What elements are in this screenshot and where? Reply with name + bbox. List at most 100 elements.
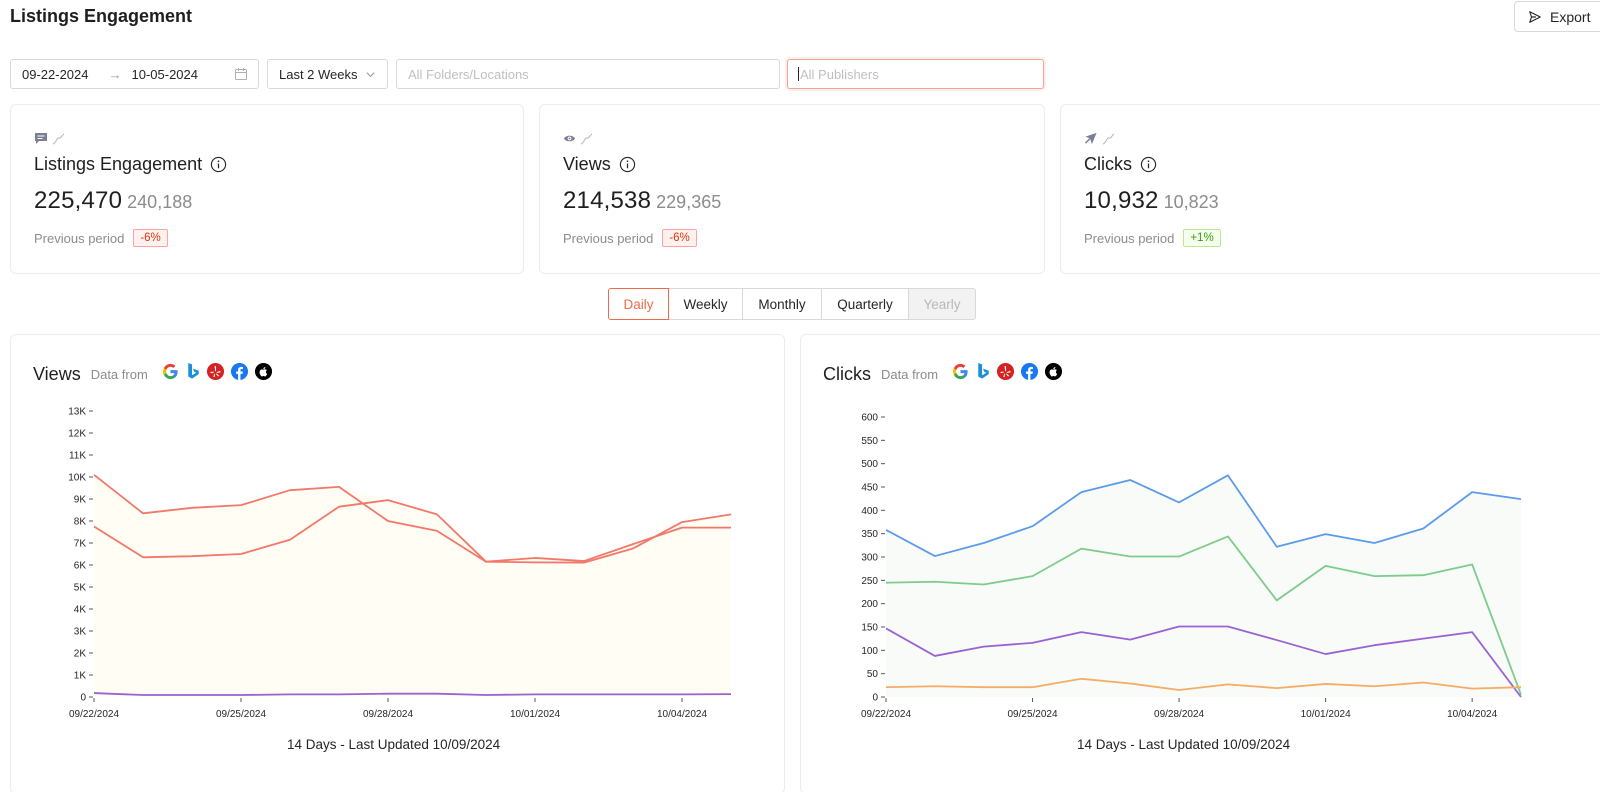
- y-tick-label: 400: [861, 506, 878, 517]
- series-line-0[interactable]: [885, 474, 1522, 557]
- facebook-icon: [1020, 362, 1039, 381]
- y-tick-label: 350: [861, 529, 878, 540]
- x-tick-label: 10/01/2024: [510, 709, 560, 720]
- y-tick-label: 1K: [74, 671, 87, 682]
- chart-footer: 14 Days - Last Updated 10/09/2024: [1077, 737, 1291, 752]
- kpi-card-views: Views 214,538 229,365 Previous period -6%: [539, 104, 1045, 274]
- page-title: Listings Engagement: [10, 6, 193, 26]
- eye-icon: [563, 135, 576, 142]
- y-tick-label: 200: [861, 599, 878, 610]
- clicks-line-chart: 0 50 100 150 200 250 300 350 400 450 500 550 600 09/2…: [861, 413, 1522, 720]
- kpi-previous-label: Previous period: [1084, 230, 1175, 246]
- x-tick-label: 09/28/2024: [1154, 709, 1204, 720]
- kpi-change-badge: -6%: [133, 229, 168, 247]
- data-from-label: Data from: [90, 366, 148, 382]
- chart-title: Views: [33, 363, 81, 384]
- kpi-previous-label: Previous period: [34, 230, 125, 246]
- chevron-down-icon: [366, 72, 375, 78]
- bing-icon: [185, 362, 201, 381]
- kpi-card-clicks: Clicks 10,932 10,823 Previous period +1%: [1060, 104, 1600, 274]
- y-tick-label: 8K: [74, 517, 87, 528]
- y-tick-label: 4K: [74, 605, 87, 616]
- yelp-icon: [206, 362, 225, 381]
- export-label: Export: [1550, 8, 1591, 25]
- bing-icon: [975, 362, 991, 381]
- y-tick-label: 550: [861, 436, 878, 447]
- cursor-icon: [1084, 132, 1097, 145]
- kpi-value: 214,538: [563, 187, 652, 214]
- y-tick-label: 100: [861, 646, 878, 657]
- export-button[interactable]: Export: [1514, 1, 1600, 32]
- kpi-previous-value: 240,188: [127, 192, 193, 212]
- apple-icon: [254, 362, 273, 381]
- series-line-1[interactable]: [885, 535, 1522, 695]
- x-tick-label: 09/28/2024: [363, 709, 413, 720]
- date-preset-value: Last 2 Weeks: [279, 66, 358, 82]
- publishers-select[interactable]: [787, 59, 1044, 89]
- y-tick-label: 13K: [68, 407, 86, 418]
- text-caret: [798, 67, 799, 81]
- period-daily[interactable]: Daily: [608, 288, 669, 320]
- y-tick-label: 600: [861, 413, 878, 424]
- apple-icon: [1044, 362, 1063, 381]
- x-tick-label: 10/04/2024: [657, 709, 707, 720]
- period-weekly[interactable]: Weekly: [668, 288, 743, 320]
- y-tick-label: 0: [80, 693, 86, 704]
- arrow-right-icon: →: [108, 66, 122, 82]
- period-toggle: Daily Weekly Monthly Quarterly Yearly: [608, 288, 976, 320]
- publisher-icons: [946, 362, 1063, 386]
- kpi-change-badge: -6%: [662, 229, 697, 247]
- x-tick-label: 09/25/2024: [1008, 709, 1058, 720]
- chart-title: Clicks: [823, 363, 871, 384]
- y-tick-label: 10K: [68, 473, 86, 484]
- kpi-value: 10,932: [1084, 187, 1159, 214]
- y-tick-label: 5K: [74, 583, 87, 594]
- series-line-2[interactable]: [885, 625, 1522, 698]
- send-icon: [1529, 10, 1541, 23]
- kpi-value: 225,470: [34, 187, 123, 214]
- y-tick-label: 12K: [68, 429, 86, 440]
- date-range-picker[interactable]: 09-22-2024 → 10-05-2024: [10, 59, 259, 89]
- chart-footer: 14 Days - Last Updated 10/09/2024: [287, 737, 501, 752]
- x-tick-label: 10/01/2024: [1301, 709, 1351, 720]
- info-icon[interactable]: [1140, 156, 1157, 173]
- period-yearly: Yearly: [908, 288, 976, 320]
- yelp-icon: [996, 362, 1015, 381]
- y-tick-label: 0: [872, 693, 878, 704]
- series-line-3[interactable]: [885, 677, 1522, 691]
- info-icon[interactable]: [210, 156, 227, 173]
- kpi-previous-value: 10,823: [1163, 192, 1219, 212]
- publisher-icons: [156, 362, 273, 386]
- trend-line-icon: [1102, 133, 1115, 144]
- publishers-input[interactable]: [799, 66, 1043, 82]
- area-fill: [94, 474, 731, 697]
- y-tick-label: 150: [861, 623, 878, 634]
- date-end[interactable]: 10-05-2024: [131, 66, 199, 82]
- date-preset-select[interactable]: Last 2 Weeks: [267, 59, 388, 89]
- date-start[interactable]: 09-22-2024: [22, 66, 89, 82]
- kpi-change-badge: +1%: [1183, 229, 1221, 247]
- trend-line-icon: [52, 133, 65, 144]
- folders-locations-select[interactable]: [396, 59, 780, 89]
- y-tick-label: 6K: [74, 561, 87, 572]
- folders-locations-input[interactable]: [408, 66, 779, 82]
- y-tick-label: 11K: [69, 451, 86, 462]
- views-chart-card: Views Data from 0 1K 2K 3K 4K 5K 6K 7K 8K 9K 10K 11…: [10, 334, 785, 792]
- y-tick-label: 300: [861, 553, 878, 564]
- y-tick-label: 9K: [74, 495, 87, 506]
- series-line-1[interactable]: [93, 499, 732, 564]
- period-quarterly[interactable]: Quarterly: [821, 288, 909, 320]
- clicks-chart-card: Clicks Data from 0 50 100 150 200 250 300 350 40…: [800, 334, 1600, 792]
- series-line-2[interactable]: [93, 692, 732, 696]
- y-tick-label: 500: [861, 459, 878, 470]
- period-monthly[interactable]: Monthly: [742, 288, 822, 320]
- y-tick-label: 3K: [74, 627, 87, 638]
- trend-line-icon: [580, 133, 593, 144]
- data-from-label: Data from: [881, 366, 939, 382]
- info-icon[interactable]: [619, 156, 636, 173]
- x-tick-label: 09/25/2024: [216, 709, 266, 720]
- facebook-icon: [230, 362, 249, 381]
- y-tick-label: 50: [867, 669, 879, 680]
- kpi-previous-value: 229,365: [656, 192, 722, 212]
- series-line-0[interactable]: [93, 474, 731, 563]
